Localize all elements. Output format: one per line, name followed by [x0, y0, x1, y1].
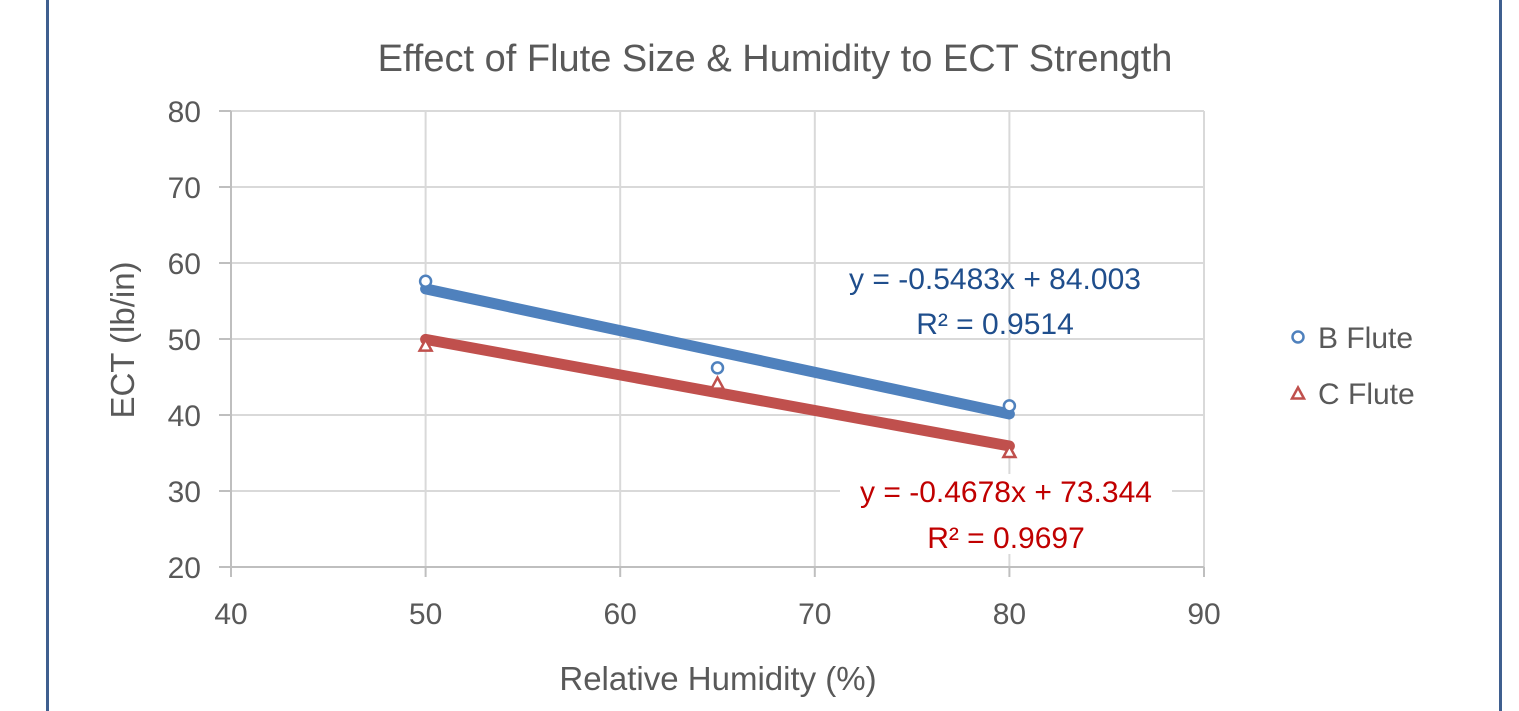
y-tick-label-80: 80 [168, 96, 201, 129]
point-b-flute-50 [418, 274, 433, 288]
y-tick-label-60: 60 [168, 248, 201, 281]
x-tick-label-50: 50 [409, 598, 442, 631]
r-squared-c-flute: R² = 0.9697 [927, 522, 1085, 555]
point-c-flute-80 [1001, 443, 1018, 459]
y-tick-label-50: 50 [168, 324, 201, 357]
x-tick-label-60: 60 [604, 598, 637, 631]
data-points [417, 274, 1018, 459]
axes [219, 110, 1205, 577]
y-tick-labels: 20 30 40 50 60 70 80 [168, 96, 201, 585]
point-c-flute-50 [417, 336, 434, 352]
point-b-flute-65 [710, 361, 725, 375]
legend: B Flute C Flute [1289, 322, 1415, 411]
x-tick-label-40: 40 [214, 598, 247, 631]
trendlines [420, 283, 1015, 452]
legend-label-c-flute: C Flute [1318, 378, 1415, 411]
trendline-c-flute [420, 333, 1015, 452]
chart-title: Effect of Flute Size & Humidity to ECT S… [378, 38, 1173, 80]
y-tick-label-40: 40 [168, 400, 201, 433]
y-tick-label-30: 30 [168, 476, 201, 509]
legend-marker-c-flute [1289, 384, 1307, 400]
x-tick-label-70: 70 [798, 598, 831, 631]
y-axis-title: ECT (lb/in) [104, 261, 141, 418]
trendline-b-flute [420, 283, 1015, 420]
equation-backing-c-flute [840, 474, 1172, 554]
x-tick-label-80: 80 [993, 598, 1026, 631]
equation-labels: y = -0.5483x + 84.003 R² = 0.9514 y = -0.4… [840, 263, 1172, 555]
x-tick-label-90: 90 [1187, 598, 1220, 631]
point-b-flute-80 [1002, 399, 1017, 413]
frame-border-right [1499, 0, 1502, 711]
x-axis-title: Relative Humidity (%) [559, 660, 876, 697]
point-c-flute-65 [709, 374, 726, 390]
x-tick-labels: 40 50 60 70 80 90 [214, 598, 1220, 631]
equation-c-flute: y = -0.4678x + 73.344 [860, 476, 1152, 509]
legend-marker-b-flute [1291, 330, 1305, 344]
y-tick-label-70: 70 [168, 172, 201, 205]
equation-b-flute: y = -0.5483x + 84.003 [849, 263, 1141, 296]
legend-label-b-flute: B Flute [1318, 322, 1413, 355]
r-squared-b-flute: R² = 0.9514 [916, 308, 1074, 341]
frame-border-left [46, 0, 49, 711]
y-tick-label-20: 20 [168, 552, 201, 585]
